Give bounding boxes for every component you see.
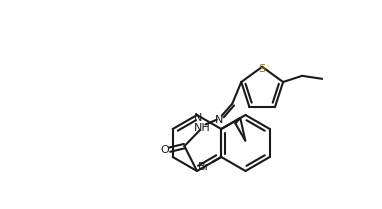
Text: Br: Br — [198, 162, 210, 172]
Text: O: O — [160, 145, 169, 155]
Text: NH: NH — [193, 123, 210, 133]
Text: N: N — [215, 115, 223, 125]
Text: S: S — [259, 64, 266, 74]
Text: N: N — [194, 113, 202, 123]
